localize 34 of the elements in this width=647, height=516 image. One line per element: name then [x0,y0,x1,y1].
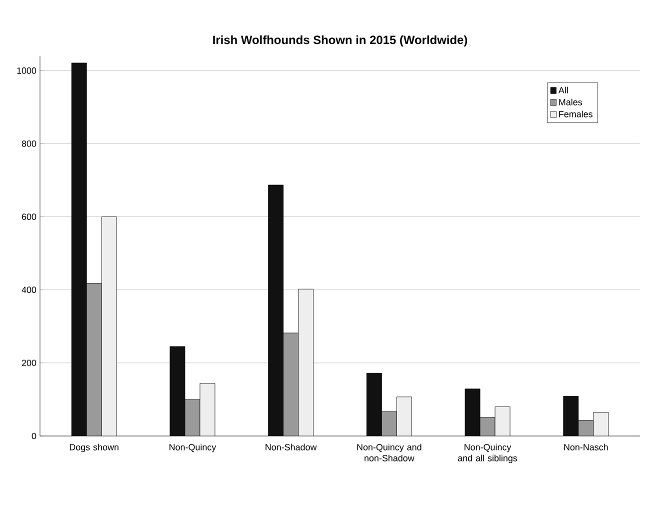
bar [465,388,480,436]
x-tick-label: Dogs shown [70,444,118,452]
bar [102,216,117,436]
bar [298,289,314,436]
bar [283,332,298,436]
x-tick-label: Non-Quincy and all siblings [458,444,518,464]
y-tick-label: 0 [32,432,36,440]
bar [396,396,412,436]
bar [170,346,185,436]
chart-title: Irish Wolfhounds Shown in 2015 (Worldwide) [213,35,468,46]
bar [563,396,579,436]
x-tick-label: Non-Quincy [170,444,216,452]
y-tick-label: 600 [22,214,36,220]
y-tick-label: 200 [22,360,36,366]
bar [480,417,496,436]
y-tick-label: 1000 [17,67,36,74]
bar [578,420,594,436]
bar [268,184,284,436]
y-tick-label: 800 [22,140,36,147]
x-tick-label: Non-Quincy and non-Shadow [357,444,422,462]
y-tick-label: 400 [22,286,36,294]
bar [72,62,87,436]
legend-label: All [558,86,568,94]
bar [200,383,215,436]
x-tick-label: Non-Shadow [266,444,317,450]
bar [495,406,510,436]
bar [366,373,382,436]
bar [86,283,102,436]
legend-label: Females [559,110,592,118]
bar [184,399,200,436]
legend-label: Males [559,98,582,106]
bar [382,412,397,436]
x-tick-label: Non-Nasch [564,444,608,450]
bar [593,412,609,436]
